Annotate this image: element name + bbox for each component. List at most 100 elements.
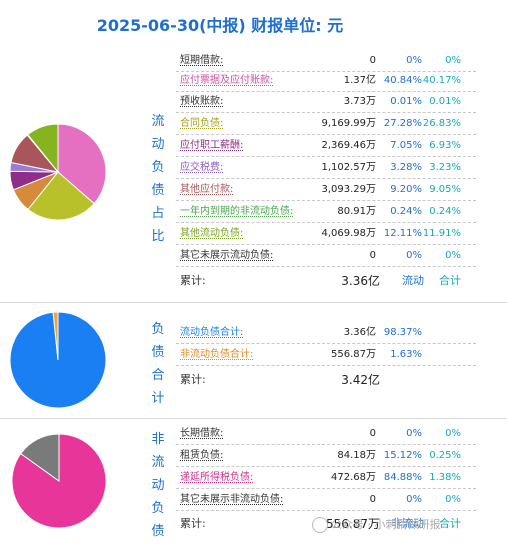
total-column-header-group: 流动 — [402, 274, 424, 287]
table-row: 非流动负债合计: 556.87万 1.63% — [176, 344, 476, 366]
row-percent-total: 6.93% — [429, 140, 461, 151]
row-percent-total: 40.17% — [422, 75, 461, 86]
table-row: 应交税费: 1,102.57万 3.28% 3.23% — [176, 157, 476, 179]
row-percent-group: 27.28% — [383, 118, 422, 129]
row-value: 472.68万 — [331, 472, 376, 483]
page-title: 2025-06-30(中报) 财报单位: 元 — [96, 16, 344, 35]
row-label[interactable]: 其它未展示流动负债: — [180, 250, 274, 261]
row-value: 556.87万 — [331, 349, 376, 360]
row-percent-group: 0% — [406, 428, 422, 439]
row-value: 1.37亿 — [343, 75, 376, 86]
row-percent-group: 0.24% — [390, 206, 422, 217]
row-percent-group: 12.11% — [383, 228, 422, 239]
row-label[interactable]: 一年内到期的非流动负债: — [180, 206, 294, 217]
row-label[interactable]: 长期借款: — [180, 428, 224, 439]
section-label-char: 债 — [151, 345, 165, 360]
total-column-header-group: 非流动 — [391, 517, 424, 530]
watermark: 公众号 · 小刺猬做研报 — [312, 516, 441, 533]
row-label[interactable]: 其他流动负债: — [180, 228, 244, 239]
row-percent-total: 9.05% — [429, 184, 461, 195]
row-percent-total: 0% — [445, 494, 461, 505]
section-label-current-liabilities: 流动负债占比 — [150, 110, 166, 248]
table-row: 一年内到期的非流动负债: 80.91万 0.24% 0.24% — [176, 201, 476, 223]
wechat-icon — [312, 517, 328, 533]
row-percent-total: 0.25% — [429, 450, 461, 461]
row-percent-total: 0% — [445, 250, 461, 261]
row-percent-total: 0% — [445, 55, 461, 66]
total-column-header-total: 合计 — [439, 274, 461, 287]
row-label[interactable]: 非流动负债合计: — [180, 349, 254, 360]
section-divider — [0, 302, 507, 303]
row-percent-total: 0.24% — [429, 206, 461, 217]
row-value: 9,169.99万 — [321, 118, 376, 129]
row-label[interactable]: 租赁负债: — [180, 450, 224, 461]
table-row: 短期借款: 0 0% 0% — [176, 50, 476, 72]
row-percent-total: 0.01% — [429, 96, 461, 107]
table-row: 其他流动负债: 4,069.98万 12.11% 11.91% — [176, 223, 476, 245]
table-row: 租赁负债: 84.18万 15.12% 0.25% — [176, 445, 476, 467]
row-percent-group: 7.05% — [390, 140, 422, 151]
section-label-char: 比 — [151, 229, 165, 244]
row-label[interactable]: 合同负债: — [180, 118, 224, 129]
row-value: 4,069.98万 — [321, 228, 376, 239]
pie-slice — [27, 171, 95, 221]
table-row: 应付职工薪酬: 2,369.46万 7.05% 6.93% — [176, 135, 476, 157]
total-label: 累计: — [180, 274, 206, 287]
row-label[interactable]: 应付职工薪酬: — [180, 140, 244, 151]
section-label-char: 流 — [151, 114, 165, 129]
current-liabilities-pie — [9, 123, 107, 221]
total-liabilities-pie — [9, 311, 107, 409]
section-label-non-current-liabilities: 非流动负债 — [150, 428, 166, 543]
table-row: 合同负债: 9,169.99万 27.28% 26.83% — [176, 113, 476, 135]
row-percent-group: 84.88% — [383, 472, 422, 483]
row-percent-group: 3.28% — [390, 162, 422, 173]
pie-slice — [20, 433, 60, 482]
section-divider — [0, 418, 507, 419]
watermark-text: 公众号 · 小刺猬做研报 — [331, 518, 441, 531]
row-percent-total: 26.83% — [422, 118, 461, 129]
row-value: 0 — [369, 428, 376, 439]
pie-slice — [57, 123, 107, 205]
table-row: 长期借款: 0 0% 0% — [176, 423, 476, 445]
total-column-header-total: 合计 — [439, 517, 461, 530]
total-row: 累计: 3.42亿 — [176, 367, 476, 393]
section-label-char: 负 — [151, 501, 165, 516]
row-value: 80.91万 — [337, 206, 376, 217]
row-percent-group: 0% — [406, 250, 422, 261]
total-row: 累计: 556.87万 非流动 合计 — [176, 511, 476, 537]
row-label[interactable]: 短期借款: — [180, 55, 224, 66]
table-row: 应付票据及应付账款: 1.37亿 40.84% 40.17% — [176, 70, 476, 92]
row-percent-total: 3.23% — [429, 162, 461, 173]
section-label-total-liabilities: 负债合计 — [150, 318, 166, 410]
row-percent-group: 1.63% — [390, 349, 422, 360]
pie-slice — [52, 311, 59, 361]
section-label-char: 负 — [151, 160, 165, 175]
row-label[interactable]: 应付票据及应付账款: — [180, 75, 274, 86]
total-row: 累计: 3.36亿 流动 合计 — [176, 268, 476, 294]
row-percent-total: 11.91% — [422, 228, 461, 239]
total-label: 累计: — [180, 373, 206, 386]
row-value: 0 — [369, 55, 376, 66]
row-label[interactable]: 递延所得税负债: — [180, 472, 254, 483]
row-percent-group: 40.84% — [383, 75, 422, 86]
row-label[interactable]: 其它未展示非流动负债: — [180, 494, 284, 505]
row-value: 84.18万 — [337, 450, 376, 461]
row-percent-group: 15.12% — [383, 450, 422, 461]
row-value: 0 — [369, 494, 376, 505]
row-percent-total: 0% — [445, 428, 461, 439]
section-label-char: 流 — [151, 455, 165, 470]
table-row: 流动负债合计: 3.36亿 98.37% — [176, 322, 476, 344]
section-label-char: 债 — [151, 524, 165, 539]
row-label[interactable]: 其他应付款: — [180, 184, 234, 195]
row-percent-group: 98.37% — [383, 327, 422, 338]
row-label[interactable]: 流动负债合计: — [180, 327, 244, 338]
row-percent-group: 9.20% — [390, 184, 422, 195]
row-value: 0 — [369, 250, 376, 261]
row-label[interactable]: 应交税费: — [180, 162, 224, 173]
row-label[interactable]: 预收账款: — [180, 96, 224, 107]
section-label-char: 负 — [151, 322, 165, 337]
total-value: 3.42亿 — [341, 373, 380, 387]
non-current-liabilities-pie — [11, 433, 107, 529]
table-row: 其他应付款: 3,093.29万 9.20% 9.05% — [176, 179, 476, 201]
row-percent-group: 0% — [406, 55, 422, 66]
